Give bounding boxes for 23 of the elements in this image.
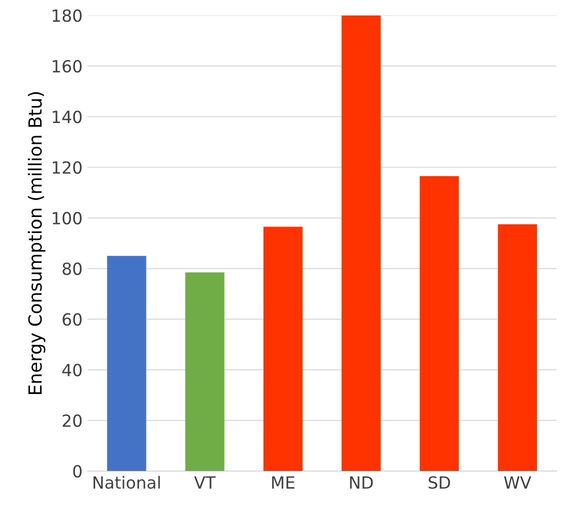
x-tick-label: VT	[194, 476, 216, 489]
y-axis-title: Energy Consumption (million Btu)	[28, 92, 46, 394]
bar	[263, 226, 303, 472]
x-tick-label: ND	[350, 476, 373, 489]
y-tick-label: 140	[52, 110, 82, 124]
x-tick-label: SD	[428, 476, 450, 489]
y-tick-label: 160	[52, 60, 82, 73]
bar	[342, 15, 381, 472]
x-tick-label: National	[94, 476, 160, 489]
y-tick-label: 100	[52, 212, 82, 224]
y-tick-label: 80	[62, 262, 82, 276]
y-tick-label: 0	[73, 465, 82, 478]
x-tick-label: ME	[272, 476, 294, 489]
y-tick-label: 60	[62, 313, 82, 326]
bar	[107, 256, 146, 472]
bar	[420, 176, 459, 472]
y-tick-label: 180	[52, 9, 82, 22]
y-tick-label: 20	[62, 414, 82, 427]
x-tick-label: WV	[504, 476, 532, 489]
y-tick-label: 120	[52, 161, 82, 174]
y-tick-label: 40	[62, 364, 82, 376]
bar	[185, 272, 224, 472]
bar	[498, 224, 537, 472]
